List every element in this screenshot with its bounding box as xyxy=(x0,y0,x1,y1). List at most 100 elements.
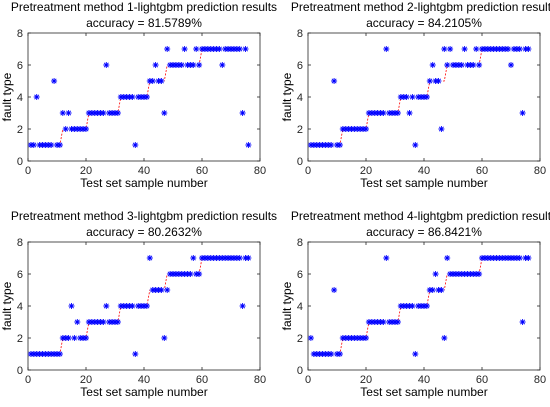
predicted-point-marker xyxy=(48,142,55,148)
predicted-point-marker xyxy=(525,255,532,261)
predicted-point-marker xyxy=(328,351,335,357)
x-tick-label: 20 xyxy=(360,165,372,177)
y-axis-label: fault type xyxy=(280,72,294,121)
predicted-point-marker xyxy=(100,319,107,325)
predicted-point-marker xyxy=(409,94,416,100)
y-tick-label: 6 xyxy=(297,269,303,281)
x-tick-label: 40 xyxy=(418,374,430,386)
predicted-point-marker xyxy=(164,46,171,52)
y-tick-label: 0 xyxy=(17,156,23,168)
predicted-point-marker xyxy=(103,303,110,309)
predicted-point-marker xyxy=(30,142,37,148)
predicted-point-marker xyxy=(307,335,314,341)
predicted-point-marker xyxy=(158,78,165,84)
x-tick-label: 0 xyxy=(305,165,311,177)
y-tick-label: 6 xyxy=(297,60,303,72)
chart-panel-1: Pretreatment method 1-lightgbm predictio… xyxy=(0,0,277,190)
predicted-point-marker xyxy=(245,142,252,148)
predicted-point-marker xyxy=(158,287,165,293)
predicted-point-marker xyxy=(181,46,188,52)
y-tick-label: 0 xyxy=(17,365,23,377)
predicted-point-marker xyxy=(423,94,430,100)
predicted-point-marker xyxy=(161,110,168,116)
x-tick-label: 60 xyxy=(476,374,488,386)
x-tick-label: 60 xyxy=(196,165,208,177)
y-tick-label: 4 xyxy=(17,92,23,104)
predicted-point-marker xyxy=(409,303,416,309)
predicted-point-marker xyxy=(519,319,526,325)
x-tick-label: 20 xyxy=(80,374,92,386)
predicted-point-marker xyxy=(461,46,468,52)
predicted-point-marker xyxy=(143,94,150,100)
x-tick-label: 40 xyxy=(138,374,150,386)
chart-panel-3: Pretreatment method 3-lightgbm predictio… xyxy=(0,209,277,399)
x-tick-label: 40 xyxy=(418,165,430,177)
predicted-point-marker xyxy=(196,271,203,277)
predicted-point-marker xyxy=(432,271,439,277)
predicted-point-marker xyxy=(438,126,445,132)
predicted-point-marker xyxy=(190,255,197,261)
predicted-point-marker xyxy=(383,46,390,52)
predicted-point-marker xyxy=(187,271,194,277)
predicted-point-marker xyxy=(65,335,72,341)
predicted-point-marker xyxy=(56,351,63,357)
predicted-point-marker xyxy=(33,94,40,100)
predicted-point-marker xyxy=(65,110,72,116)
predicted-point-marker xyxy=(103,62,110,68)
chart-panel-2: Pretreatment method 2-lightgbm predictio… xyxy=(280,0,550,190)
chart-subtitle: accuracy = 86.8421% xyxy=(366,225,482,239)
predicted-point-marker xyxy=(380,319,387,325)
predicted-point-marker xyxy=(239,303,246,309)
predicted-point-marker xyxy=(423,303,430,309)
x-tick-label: 80 xyxy=(534,374,546,386)
predicted-point-marker xyxy=(239,110,246,116)
x-tick-label: 20 xyxy=(360,374,372,386)
chart-subtitle: accuracy = 80.2632% xyxy=(86,225,202,239)
predicted-point-marker xyxy=(429,287,436,293)
predicted-point-marker xyxy=(412,142,419,148)
y-tick-label: 8 xyxy=(297,28,303,40)
predicted-point-marker xyxy=(56,142,63,148)
x-tick-label: 80 xyxy=(254,374,266,386)
predicted-point-marker xyxy=(406,110,413,116)
chart-title: Pretreatment method 3-lightgbm predictio… xyxy=(11,209,277,223)
predicted-point-marker xyxy=(441,46,448,52)
predicted-point-marker xyxy=(435,78,442,84)
x-tick-label: 40 xyxy=(138,165,150,177)
predicted-point-marker xyxy=(444,62,451,68)
predicted-point-marker xyxy=(164,287,171,293)
y-axis-label: fault type xyxy=(280,281,294,330)
predicted-point-marker xyxy=(132,351,139,357)
predicted-point-marker xyxy=(336,351,343,357)
y-tick-label: 8 xyxy=(297,237,303,249)
predicted-point-marker xyxy=(236,46,243,52)
predicted-point-marker xyxy=(394,110,401,116)
y-tick-label: 4 xyxy=(297,92,303,104)
y-tick-label: 0 xyxy=(297,365,303,377)
predicted-point-marker xyxy=(363,126,369,132)
predicted-point-marker xyxy=(62,126,69,132)
y-tick-label: 6 xyxy=(17,269,23,281)
y-tick-label: 8 xyxy=(17,28,23,40)
chart-title: Pretreatment method 4-lightgbm predictio… xyxy=(291,209,550,223)
y-tick-label: 2 xyxy=(297,124,303,136)
predicted-point-marker xyxy=(441,335,448,341)
predicted-point-marker xyxy=(51,78,58,84)
predicted-point-marker xyxy=(129,94,136,100)
predicted-point-marker xyxy=(114,110,121,116)
x-axis-label: Test set sample number xyxy=(80,385,207,399)
predicted-point-marker xyxy=(74,319,81,325)
predicted-point-marker xyxy=(458,62,465,68)
x-tick-label: 60 xyxy=(476,165,488,177)
predicted-point-marker xyxy=(152,62,159,68)
x-tick-label: 80 xyxy=(534,165,546,177)
predicted-point-marker xyxy=(219,62,226,68)
x-axis-label: Test set sample number xyxy=(360,176,487,190)
x-tick-label: 0 xyxy=(305,374,311,386)
predicted-point-marker xyxy=(383,255,390,261)
predicted-point-marker xyxy=(473,46,480,52)
y-tick-label: 6 xyxy=(17,60,23,72)
x-tick-label: 60 xyxy=(196,374,208,386)
predicted-point-marker xyxy=(429,62,436,68)
